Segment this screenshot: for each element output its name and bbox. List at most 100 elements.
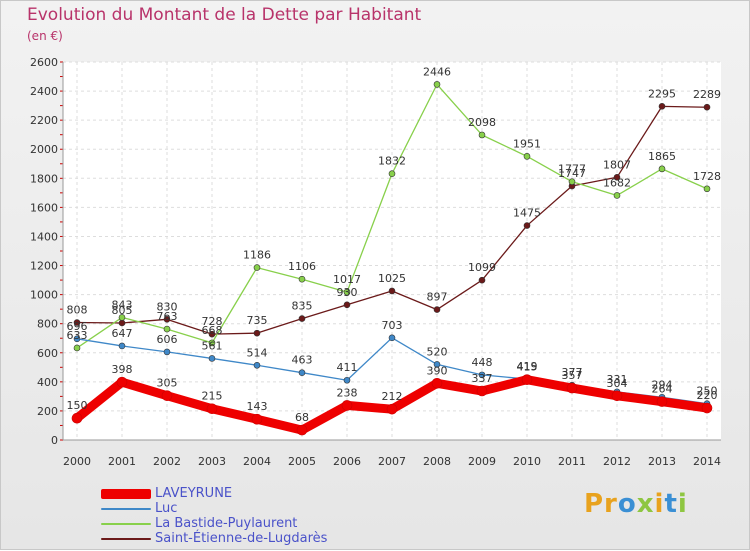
data-point xyxy=(566,382,578,394)
data-label: 398 xyxy=(112,363,133,376)
data-label: 150 xyxy=(67,399,88,412)
data-label: 647 xyxy=(112,327,133,340)
data-label: 305 xyxy=(157,377,178,390)
x-tick-label: 2003 xyxy=(198,455,226,468)
x-tick-label: 2007 xyxy=(378,455,406,468)
data-point xyxy=(433,361,441,368)
y-tick-label: 0 xyxy=(51,434,58,447)
data-label: 561 xyxy=(202,339,223,352)
x-tick-label: 2013 xyxy=(648,455,676,468)
y-tick-label: 1000 xyxy=(30,289,58,302)
data-label: 728 xyxy=(202,315,223,328)
data-point xyxy=(118,314,126,321)
x-tick-label: 2001 xyxy=(108,455,136,468)
data-label: 2295 xyxy=(648,87,676,100)
y-tick-label: 2200 xyxy=(30,114,58,127)
x-tick-label: 2010 xyxy=(513,455,541,468)
data-label: 264 xyxy=(652,383,673,396)
data-point xyxy=(116,376,128,388)
x-tick-label: 2014 xyxy=(693,455,721,468)
data-label: 337 xyxy=(472,372,493,385)
data-label: 696 xyxy=(67,320,88,333)
data-point xyxy=(478,276,486,284)
legend-label: La Bastide-Puylaurent xyxy=(155,516,298,531)
data-label: 2446 xyxy=(423,65,451,78)
data-point xyxy=(343,301,351,309)
data-label: 1475 xyxy=(513,207,541,220)
data-label: 1186 xyxy=(243,249,271,262)
y-tick-label: 2400 xyxy=(30,85,58,98)
data-point xyxy=(521,374,533,385)
y-tick-label: 2600 xyxy=(30,56,58,69)
legend-label: Saint-Étienne-de-Lugdarès xyxy=(155,531,328,546)
legend-swatch xyxy=(101,538,151,540)
data-point xyxy=(341,400,353,411)
data-label: 514 xyxy=(247,346,268,359)
data-label: 1832 xyxy=(378,155,406,168)
data-label: 220 xyxy=(697,389,718,402)
x-tick-label: 2000 xyxy=(63,455,91,468)
data-point xyxy=(73,335,81,343)
data-point xyxy=(701,402,713,414)
data-label: 805 xyxy=(112,304,133,317)
chart-title: Evolution du Montant de la Dette par Hab… xyxy=(27,5,422,25)
data-point xyxy=(208,355,216,362)
data-label: 1747 xyxy=(558,167,586,180)
data-label: 1865 xyxy=(648,150,676,163)
data-point xyxy=(568,178,576,185)
data-point xyxy=(71,412,83,424)
data-label: 763 xyxy=(157,310,178,323)
legend-label: Luc xyxy=(155,501,178,516)
data-point xyxy=(523,153,531,160)
data-point xyxy=(433,306,441,313)
data-point xyxy=(703,185,711,193)
data-point xyxy=(208,339,216,347)
data-label: 2098 xyxy=(468,116,496,129)
data-point xyxy=(613,173,621,181)
data-label: 411 xyxy=(337,361,358,374)
data-point xyxy=(343,376,351,384)
data-label: 415 xyxy=(517,361,538,374)
data-point xyxy=(118,319,126,327)
y-tick-label: 1400 xyxy=(30,230,58,243)
data-label: 668 xyxy=(202,324,223,337)
data-label: 930 xyxy=(337,286,358,299)
proxiti-logo: Proxiti xyxy=(584,489,688,519)
data-point xyxy=(251,413,263,425)
data-point xyxy=(703,103,711,111)
data-point xyxy=(658,165,666,173)
legend-swatch xyxy=(101,508,151,510)
data-label: 357 xyxy=(562,369,583,382)
legend-label: LAVEYRUNE xyxy=(155,486,233,501)
legend-swatch xyxy=(101,489,151,499)
data-point xyxy=(161,390,173,401)
data-label: 735 xyxy=(247,314,268,327)
data-label: 1025 xyxy=(378,272,406,285)
x-tick-label: 2009 xyxy=(468,455,496,468)
data-label: 843 xyxy=(112,298,133,311)
data-point xyxy=(253,361,261,369)
data-label: 419 xyxy=(517,360,538,373)
x-tick-label: 2002 xyxy=(153,455,181,468)
data-point xyxy=(658,103,666,110)
data-label: 606 xyxy=(157,333,178,346)
data-label: 294 xyxy=(652,378,673,391)
chart-subtitle: (en €) xyxy=(27,29,63,43)
data-point xyxy=(433,81,441,88)
data-point xyxy=(523,222,531,229)
data-point xyxy=(253,329,261,337)
data-label: 250 xyxy=(697,385,718,398)
data-point xyxy=(206,403,218,415)
data-point xyxy=(73,344,81,352)
data-label: 830 xyxy=(157,300,178,313)
data-label: 633 xyxy=(67,329,88,342)
data-label: 448 xyxy=(472,356,493,369)
data-label: 390 xyxy=(427,364,448,377)
data-label: 520 xyxy=(427,345,448,358)
data-point xyxy=(298,275,306,283)
data-label: 1951 xyxy=(513,137,541,150)
x-tick-label: 2011 xyxy=(558,455,586,468)
data-point xyxy=(431,377,443,389)
